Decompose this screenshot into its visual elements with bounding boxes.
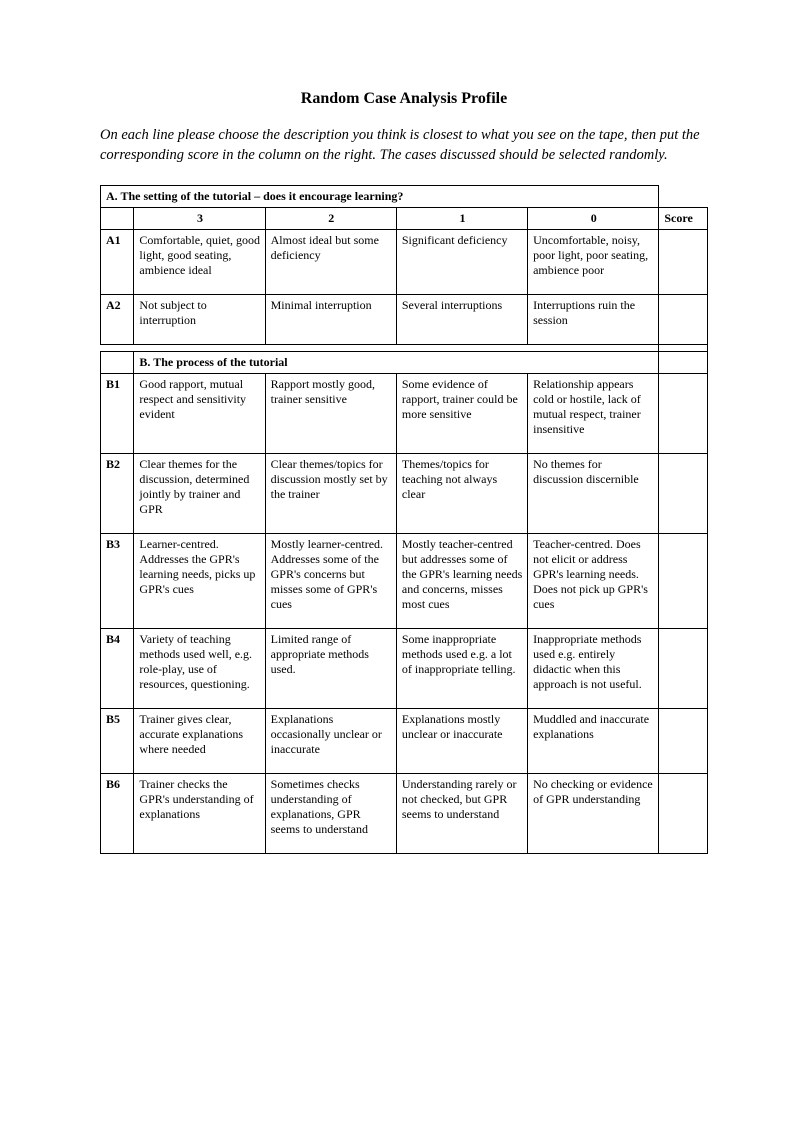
row-code: B5 bbox=[101, 709, 134, 774]
section-b-title: B. The process of the tutorial bbox=[134, 352, 659, 374]
cell-level-3: Trainer checks the GPR's understanding o… bbox=[134, 774, 265, 854]
row-code: A1 bbox=[101, 230, 134, 295]
table-row: B1 Good rapport, mutual respect and sens… bbox=[101, 374, 708, 454]
cell-level-3: Clear themes for the discussion, determi… bbox=[134, 454, 265, 534]
score-cell[interactable] bbox=[659, 534, 708, 629]
table-row: B5 Trainer gives clear, accurate explana… bbox=[101, 709, 708, 774]
table-row: A1 Comfortable, quiet, good light, good … bbox=[101, 230, 708, 295]
level-2-header: 2 bbox=[265, 208, 396, 230]
table-row: B2 Clear themes for the discussion, dete… bbox=[101, 454, 708, 534]
score-cell[interactable] bbox=[659, 454, 708, 534]
cell-level-3: Good rapport, mutual respect and sensiti… bbox=[134, 374, 265, 454]
cell-level-3: Learner-centred. Addresses the GPR's lea… bbox=[134, 534, 265, 629]
cell-level-2: Rapport mostly good, trainer sensitive bbox=[265, 374, 396, 454]
row-code: B1 bbox=[101, 374, 134, 454]
cell-level-2: Clear themes/topics for discussion mostl… bbox=[265, 454, 396, 534]
section-gap bbox=[101, 345, 708, 352]
cell-level-3: Trainer gives clear, accurate explanatio… bbox=[134, 709, 265, 774]
cell-level-1: Some evidence of rapport, trainer could … bbox=[396, 374, 527, 454]
level-0-header: 0 bbox=[528, 208, 659, 230]
row-code: A2 bbox=[101, 295, 134, 345]
score-cell[interactable] bbox=[659, 629, 708, 709]
table-row: B3 Learner-centred. Addresses the GPR's … bbox=[101, 534, 708, 629]
cell-level-0: Uncomfortable, noisy, poor light, poor s… bbox=[528, 230, 659, 295]
cell-level-3: Not subject to interruption bbox=[134, 295, 265, 345]
cell-level-2: Explanations occasionally unclear or ina… bbox=[265, 709, 396, 774]
cell-level-1: Some inappropriate methods used e.g. a l… bbox=[396, 629, 527, 709]
cell-level-0: No themes for discussion discernible bbox=[528, 454, 659, 534]
blank-cell bbox=[659, 352, 708, 374]
score-cell[interactable] bbox=[659, 230, 708, 295]
blank-cell bbox=[101, 352, 134, 374]
level-1-header: 1 bbox=[396, 208, 527, 230]
intro-text: On each line please choose the descripti… bbox=[100, 126, 708, 165]
score-header: Score bbox=[659, 208, 708, 230]
score-cell[interactable] bbox=[659, 774, 708, 854]
cell-level-2: Limited range of appropriate methods use… bbox=[265, 629, 396, 709]
score-cell[interactable] bbox=[659, 374, 708, 454]
table-row: B4 Variety of teaching methods used well… bbox=[101, 629, 708, 709]
cell-level-0: Interruptions ruin the session bbox=[528, 295, 659, 345]
cell-level-1: Significant deficiency bbox=[396, 230, 527, 295]
row-code: B6 bbox=[101, 774, 134, 854]
table-row: A2 Not subject to interruption Minimal i… bbox=[101, 295, 708, 345]
score-cell[interactable] bbox=[659, 295, 708, 345]
cell-level-3: Variety of teaching methods used well, e… bbox=[134, 629, 265, 709]
cell-level-1: Mostly teacher-centred but addresses som… bbox=[396, 534, 527, 629]
cell-level-3: Comfortable, quiet, good light, good sea… bbox=[134, 230, 265, 295]
cell-level-2: Mostly learner-centred. Addresses some o… bbox=[265, 534, 396, 629]
cell-level-1: Themes/topics for teaching not always cl… bbox=[396, 454, 527, 534]
score-levels-row: 3 2 1 0 Score bbox=[101, 208, 708, 230]
score-cell[interactable] bbox=[659, 709, 708, 774]
cell-level-0: No checking or evidence of GPR understan… bbox=[528, 774, 659, 854]
blank-cell bbox=[659, 186, 708, 208]
cell-level-1: Understanding rarely or not checked, but… bbox=[396, 774, 527, 854]
cell-level-2: Sometimes checks understanding of explan… bbox=[265, 774, 396, 854]
section-b-header-row: B. The process of the tutorial bbox=[101, 352, 708, 374]
table-row: B6 Trainer checks the GPR's understandin… bbox=[101, 774, 708, 854]
profile-table: A. The setting of the tutorial – does it… bbox=[100, 185, 708, 854]
row-code: B3 bbox=[101, 534, 134, 629]
cell-level-1: Explanations mostly unclear or inaccurat… bbox=[396, 709, 527, 774]
cell-level-2: Minimal interruption bbox=[265, 295, 396, 345]
cell-level-0: Relationship appears cold or hostile, la… bbox=[528, 374, 659, 454]
cell-level-1: Several interruptions bbox=[396, 295, 527, 345]
page: Random Case Analysis Profile On each lin… bbox=[0, 0, 793, 914]
row-code: B2 bbox=[101, 454, 134, 534]
page-title: Random Case Analysis Profile bbox=[100, 90, 708, 108]
section-a-header-row: A. The setting of the tutorial – does it… bbox=[101, 186, 708, 208]
level-3-header: 3 bbox=[134, 208, 265, 230]
section-a-title: A. The setting of the tutorial – does it… bbox=[101, 186, 659, 208]
cell-level-2: Almost ideal but some deficiency bbox=[265, 230, 396, 295]
cell-level-0: Inappropriate methods used e.g. entirely… bbox=[528, 629, 659, 709]
blank-code-header bbox=[101, 208, 134, 230]
row-code: B4 bbox=[101, 629, 134, 709]
cell-level-0: Muddled and inaccurate explanations bbox=[528, 709, 659, 774]
cell-level-0: Teacher-centred. Does not elicit or addr… bbox=[528, 534, 659, 629]
